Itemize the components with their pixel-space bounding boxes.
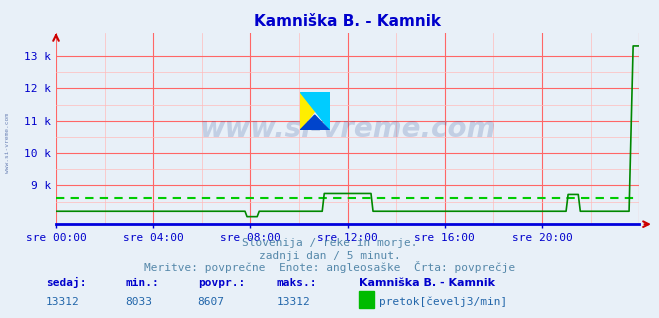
Polygon shape [300,92,330,130]
Text: 8607: 8607 [198,297,225,307]
Text: zadnji dan / 5 minut.: zadnji dan / 5 minut. [258,251,401,261]
Title: Kamniška B. - Kamnik: Kamniška B. - Kamnik [254,14,441,30]
Text: povpr.:: povpr.: [198,278,245,288]
Text: www.si-vreme.com: www.si-vreme.com [5,113,11,173]
Text: Meritve: povprečne  Enote: angleosaške  Črta: povprečje: Meritve: povprečne Enote: angleosaške Čr… [144,261,515,273]
Text: min.:: min.: [125,278,159,288]
Polygon shape [300,92,330,130]
Text: sedaj:: sedaj: [46,277,86,288]
Text: 13312: 13312 [46,297,80,307]
Polygon shape [300,115,330,130]
Text: Slovenija / reke in morje.: Slovenija / reke in morje. [242,238,417,248]
Text: pretok[čevelj3/min]: pretok[čevelj3/min] [379,297,507,307]
Text: 8033: 8033 [125,297,152,307]
Text: 13312: 13312 [277,297,310,307]
Text: Kamniška B. - Kamnik: Kamniška B. - Kamnik [359,278,495,288]
Text: www.si-vreme.com: www.si-vreme.com [200,115,496,143]
Text: maks.:: maks.: [277,278,317,288]
